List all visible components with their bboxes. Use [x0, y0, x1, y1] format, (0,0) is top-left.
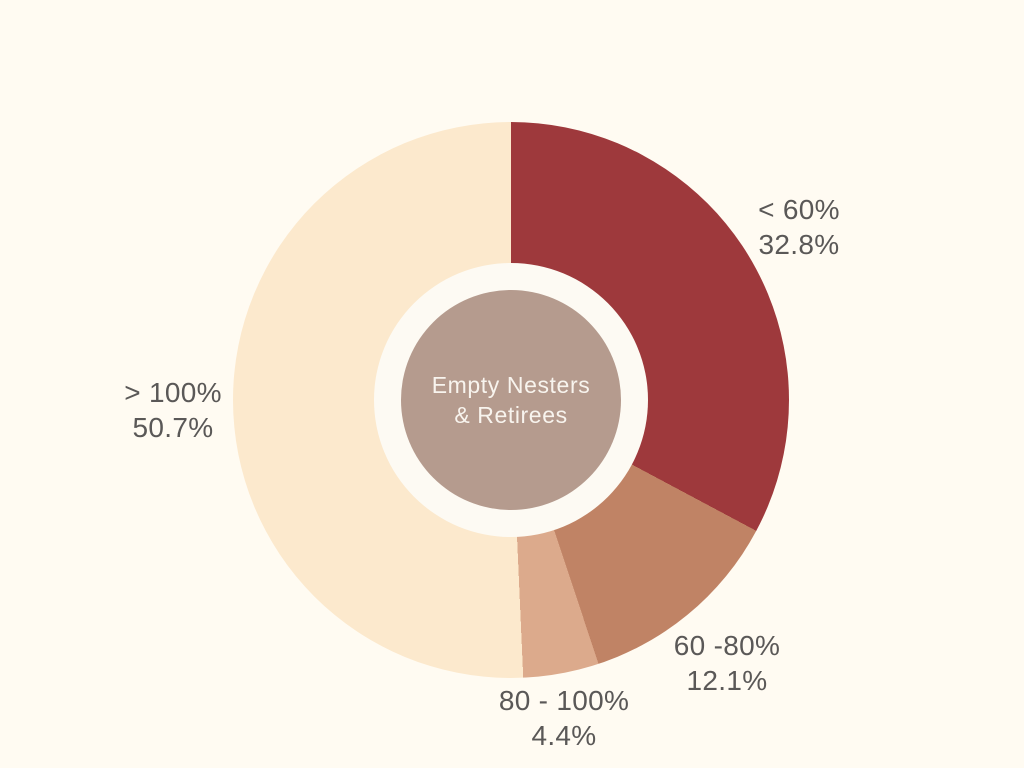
slice-label-lt-60: < 60% 32.8%	[689, 192, 909, 262]
slice-value-label: 4.4%	[531, 720, 597, 751]
slice-label-80-100: 80 - 100% 4.4%	[454, 683, 674, 753]
center-circle: Empty Nesters & Retirees	[401, 290, 621, 510]
slice-range-label: 60 -80%	[673, 630, 781, 661]
slice-label-60-80: 60 -80% 12.1%	[617, 628, 837, 698]
center-label-line2: & Retirees	[454, 402, 568, 428]
slice-label-gt-100: > 100% 50.7%	[63, 375, 283, 445]
center-label-line1: Empty Nesters	[431, 372, 591, 398]
slice-range-label: 80 - 100%	[498, 685, 630, 716]
slice-value-label: 32.8%	[758, 229, 840, 260]
slice-range-label: < 60%	[758, 194, 840, 225]
slice-value-label: 12.1%	[686, 665, 768, 696]
slice-range-label: > 100%	[124, 377, 222, 408]
slice-value-label: 50.7%	[132, 412, 214, 443]
